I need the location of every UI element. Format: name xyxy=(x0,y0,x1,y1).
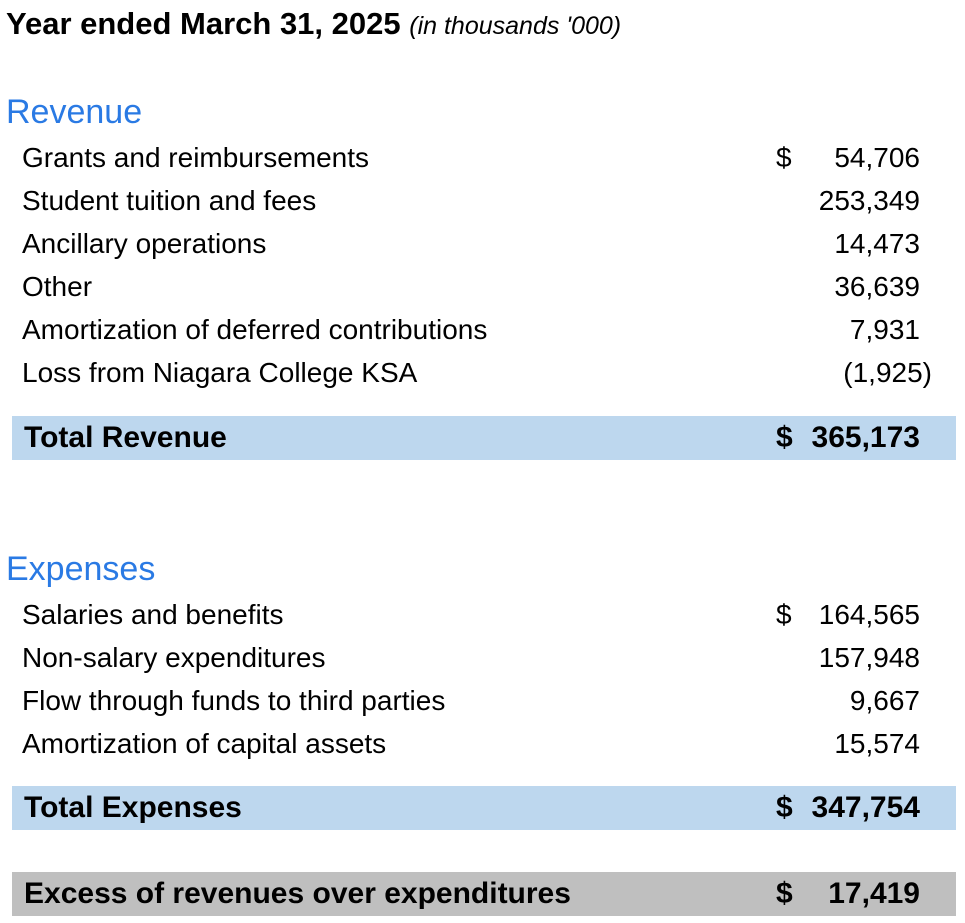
revenue-row: Amortization of deferred contributions 7… xyxy=(22,310,932,350)
line-item-label: Flow through funds to third parties xyxy=(22,685,446,716)
line-item-label: Student tuition and fees xyxy=(22,185,317,216)
revenue-row: Loss from Niagara College KSA (1,925) xyxy=(22,353,932,393)
total-revenue-label: Total Revenue xyxy=(24,421,227,454)
total-expenses-label: Total Expenses xyxy=(24,791,242,824)
excess-row: Excess of revenues over expenditures $ 1… xyxy=(12,872,956,916)
total-revenue-amount: 365,173 xyxy=(811,421,920,454)
revenue-row: Grants and reimbursements $ 54,706 xyxy=(22,138,932,178)
revenue-row: Ancillary operations 14,473 xyxy=(22,224,932,264)
revenue-heading: Revenue xyxy=(6,93,143,131)
line-item-label: Non-salary expenditures xyxy=(22,642,326,673)
line-item-amount: 157,948 xyxy=(818,642,920,673)
revenue-row: Other 36,639 xyxy=(22,267,932,307)
expense-row: Non-salary expenditures 157,948 xyxy=(22,638,932,678)
line-item-label: Other xyxy=(22,271,93,302)
line-item-amount: 36,639 xyxy=(834,271,920,302)
line-item-label: Loss from Niagara College KSA xyxy=(22,357,418,388)
line-item-amount: (1,925) xyxy=(843,357,932,388)
total-expenses-row: Total Expenses $ 347,754 xyxy=(12,786,956,830)
line-item-amount: 15,574 xyxy=(834,728,920,759)
line-item-label: Ancillary operations xyxy=(22,228,267,259)
line-item-label: Amortization of deferred contributions xyxy=(22,314,488,345)
line-item-amount: 253,349 xyxy=(818,185,920,216)
revenue-row: Student tuition and fees 253,349 xyxy=(22,181,932,221)
line-item-label: Grants and reimbursements xyxy=(22,142,370,173)
expense-row: Amortization of capital assets 15,574 xyxy=(22,724,932,764)
currency-symbol: $ xyxy=(776,142,792,173)
total-revenue-row: Total Revenue $ 365,173 xyxy=(12,416,956,460)
currency-symbol: $ xyxy=(776,791,793,824)
line-item-label: Salaries and benefits xyxy=(22,599,284,630)
total-expenses-amount: 347,754 xyxy=(811,791,920,824)
excess-label: Excess of revenues over expenditures xyxy=(24,877,571,910)
title-text: Year ended March 31, 2025 xyxy=(6,6,401,41)
line-item-amount: 164,565 xyxy=(818,599,920,630)
line-item-amount: 7,931 xyxy=(849,314,920,345)
excess-amount: 17,419 xyxy=(828,877,920,910)
page-title: Year ended March 31, 2025 (in thousands … xyxy=(6,6,621,42)
currency-symbol: $ xyxy=(776,877,793,910)
expense-row: Flow through funds to third parties 9,66… xyxy=(22,681,932,721)
expenses-heading: Expenses xyxy=(6,550,156,588)
line-item-amount: 54,706 xyxy=(834,142,920,173)
currency-symbol: $ xyxy=(776,599,792,630)
line-item-amount: 14,473 xyxy=(834,228,920,259)
line-item-amount: 9,667 xyxy=(849,685,920,716)
title-subtitle: (in thousands '000) xyxy=(409,12,622,40)
currency-symbol: $ xyxy=(776,421,793,454)
expense-row: Salaries and benefits $ 164,565 xyxy=(22,595,932,635)
line-item-label: Amortization of capital assets xyxy=(22,728,387,759)
